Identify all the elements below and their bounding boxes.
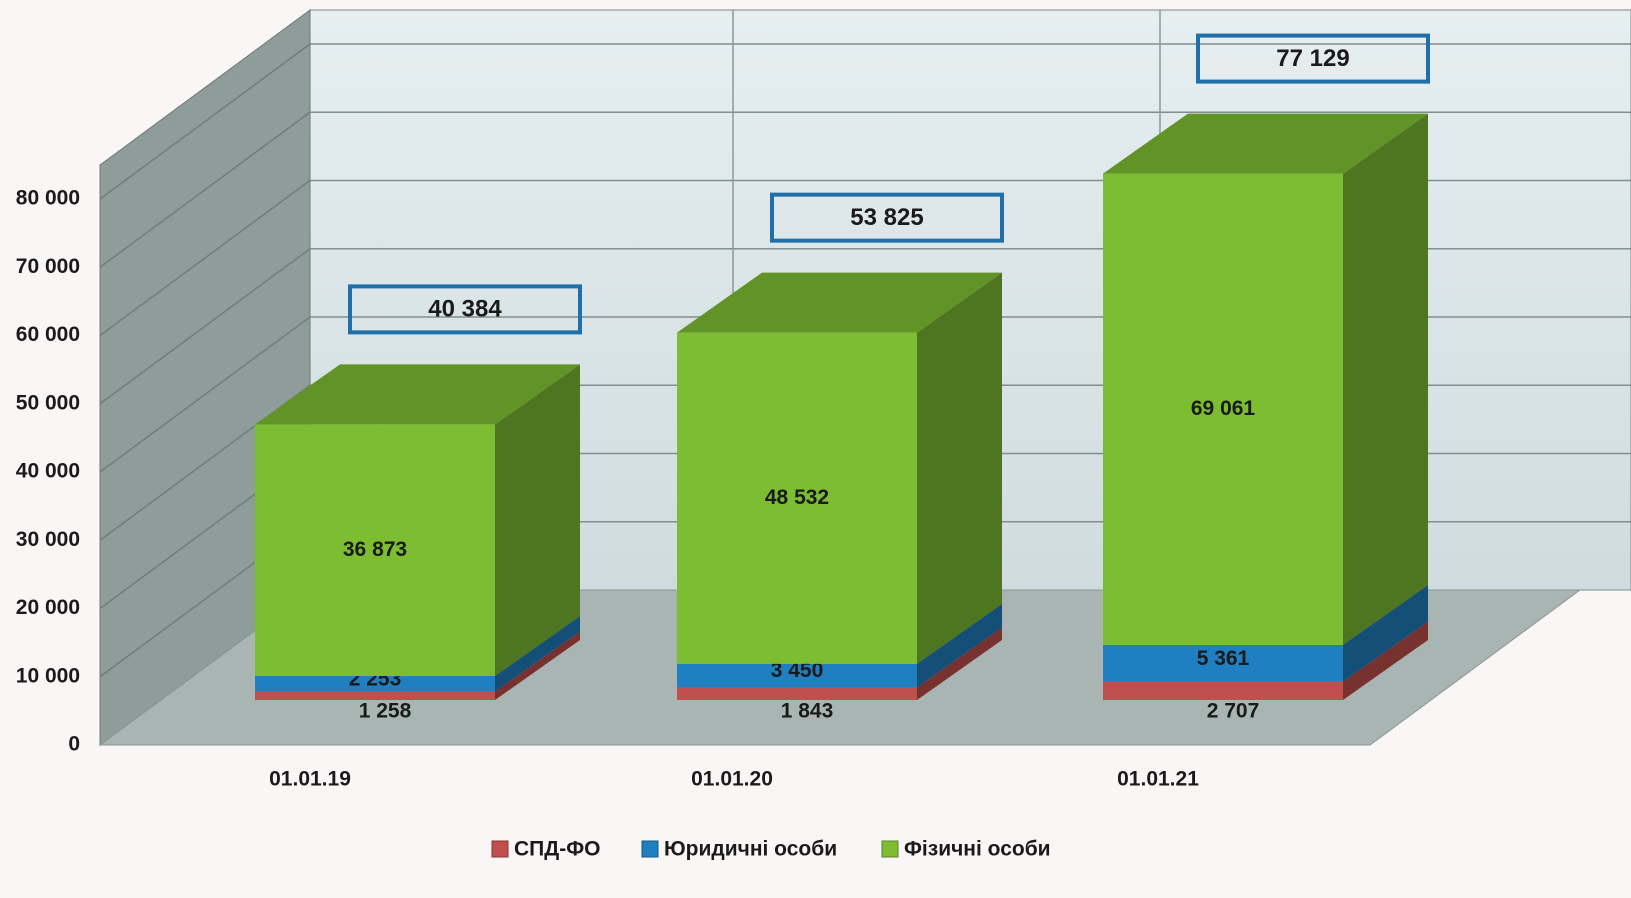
y-tick-label: 40 000 xyxy=(16,460,80,483)
y-tick-label: 70 000 xyxy=(16,255,80,278)
total-box xyxy=(1196,33,1430,84)
y-tick-label: 80 000 xyxy=(16,187,80,210)
y-tick-label: 0 xyxy=(68,733,80,756)
value-label: 2 707 xyxy=(1207,700,1260,723)
legend-swatch xyxy=(491,840,509,858)
grid-line xyxy=(99,248,311,405)
bar-side xyxy=(1343,621,1428,700)
value-label: 1 843 xyxy=(781,700,834,723)
y-tick-label: 10 000 xyxy=(16,664,80,687)
y-tick-label: 20 000 xyxy=(16,596,80,619)
bar xyxy=(1103,644,1343,682)
bar-side xyxy=(1343,584,1428,682)
grid-line xyxy=(99,43,311,200)
y-tick-label: 50 000 xyxy=(16,391,80,414)
total-box xyxy=(348,284,582,335)
value-label: 48 532 xyxy=(765,486,829,509)
legend-swatch xyxy=(641,840,659,858)
bar-top xyxy=(677,272,1002,333)
bar xyxy=(677,332,917,664)
total-label: 77 129 xyxy=(1276,45,1349,72)
value-label: 3 450 xyxy=(771,659,824,682)
y-tick-label: 60 000 xyxy=(16,323,80,346)
bar-side xyxy=(1343,113,1428,645)
value-label: 36 873 xyxy=(343,538,407,561)
bar-side xyxy=(917,603,1002,688)
bar xyxy=(255,676,495,692)
bar-side xyxy=(495,631,580,700)
grid-line xyxy=(99,316,311,473)
legend-label: Фізичні особи xyxy=(904,838,1051,861)
x-tick-label: 01.01.21 xyxy=(1117,768,1199,791)
bar xyxy=(677,687,917,700)
bar xyxy=(677,663,917,688)
total-label: 40 384 xyxy=(428,296,502,323)
legend-label: СПД-ФО xyxy=(514,838,600,861)
bar-side xyxy=(917,627,1002,700)
bar xyxy=(1103,173,1343,645)
bar xyxy=(1103,681,1343,700)
grid-line xyxy=(99,179,311,337)
legend-swatch xyxy=(881,840,899,858)
y-tick-label: 30 000 xyxy=(16,528,80,551)
bar-side xyxy=(495,616,580,692)
bar xyxy=(255,691,495,700)
bar xyxy=(255,424,495,677)
value-label: 5 361 xyxy=(1197,647,1250,670)
total-label: 53 825 xyxy=(850,204,923,231)
x-tick-label: 01.01.19 xyxy=(269,768,351,791)
bar-top xyxy=(255,364,580,425)
value-label: 1 258 xyxy=(359,700,412,723)
legend-label: Юридичні особи xyxy=(664,838,837,861)
bar-top xyxy=(1103,113,1428,174)
bar-side xyxy=(917,272,1002,664)
legend: СПД-ФО Юридичні особи Фізичні особи xyxy=(491,838,1051,861)
total-box xyxy=(770,192,1004,243)
bar-side xyxy=(495,364,580,677)
grid-line xyxy=(99,111,311,268)
value-label: 69 061 xyxy=(1191,397,1256,420)
x-tick-label: 01.01.20 xyxy=(691,768,773,791)
